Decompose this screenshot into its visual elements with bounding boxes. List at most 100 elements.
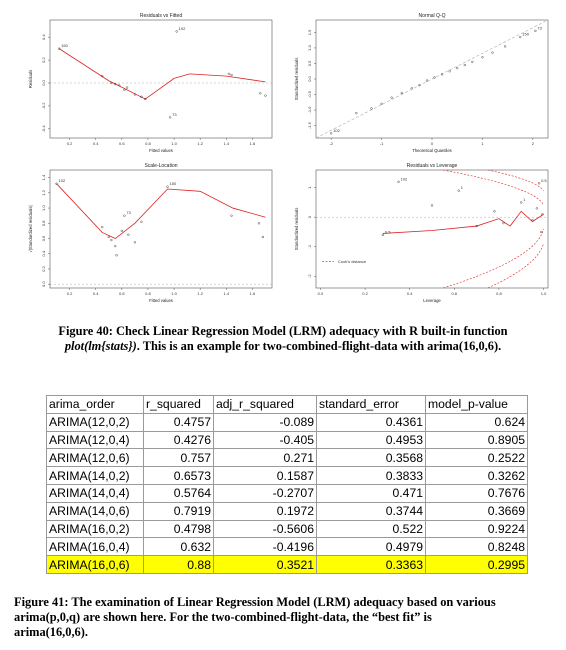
data-point bbox=[355, 112, 358, 115]
x-tick-label: 0.6 bbox=[119, 291, 125, 296]
table-cell: 0.2995 bbox=[425, 555, 528, 574]
table-cell: 0.3363 bbox=[316, 555, 426, 574]
data-point bbox=[133, 93, 136, 96]
x-axis-label: Theoretical Quantiles bbox=[412, 148, 452, 153]
data-point bbox=[330, 132, 333, 135]
plot-title: Normal Q-Q bbox=[419, 13, 446, 19]
x-tick-label: 0.6 bbox=[119, 141, 125, 146]
data-point bbox=[101, 75, 104, 78]
y-axis-label: Standardized residuals bbox=[294, 58, 299, 101]
data-point bbox=[475, 224, 478, 228]
plot-frame bbox=[49, 169, 273, 289]
x-tick-label: 1.4 bbox=[224, 141, 230, 146]
y-tick-label: 0 bbox=[307, 215, 312, 218]
smooth-line bbox=[56, 183, 266, 239]
y-tick-label: -1 bbox=[307, 244, 312, 248]
table-cell: ARIMA(14,0,2) bbox=[46, 466, 144, 485]
data-point bbox=[456, 67, 459, 70]
smooth-line bbox=[382, 210, 544, 234]
data-point bbox=[114, 245, 117, 248]
table-cell: 0.3521 bbox=[213, 555, 317, 574]
data-point bbox=[418, 84, 421, 87]
table-cell: 0.1587 bbox=[213, 466, 317, 485]
y-tick-label: 0.4 bbox=[41, 250, 46, 256]
data-point bbox=[127, 233, 130, 236]
x-tick-label: 1.2 bbox=[197, 141, 203, 146]
table-row-best-fit: ARIMA(16,0,6) 0.88 0.3521 0.3363 0.2995 bbox=[46, 555, 528, 574]
table-cell: 0.3262 bbox=[425, 466, 528, 485]
figure-41-caption-line3: arima(16,0,6). bbox=[14, 625, 88, 639]
point-label: 1 bbox=[523, 197, 526, 202]
table-cell: 0.3568 bbox=[316, 448, 426, 468]
point-label: 150 bbox=[522, 32, 529, 37]
data-point bbox=[169, 116, 172, 119]
table-cell: 0.5764 bbox=[143, 483, 214, 503]
table-cell: 0.3669 bbox=[425, 501, 528, 521]
cooks-distance-curve bbox=[487, 169, 544, 191]
x-tick-label: 0.4 bbox=[93, 291, 99, 296]
figure-40-caption: Figure 40: Check Linear Regression Model… bbox=[0, 324, 566, 354]
y-tick-label: 0.0 bbox=[41, 281, 46, 287]
table-row: ARIMA(12,0,6) 0.757 0.271 0.3568 0.2522 bbox=[46, 448, 528, 468]
x-tick-label: 0.8 bbox=[496, 291, 502, 296]
data-point bbox=[259, 92, 262, 95]
figure-40-caption-tail: . This is an example for two-combined-fl… bbox=[136, 339, 502, 353]
column-header: standard_error bbox=[316, 395, 426, 414]
y-tick-label: 0.5 bbox=[307, 60, 312, 66]
figure-41-caption: Figure 41: The examination of Linear Reg… bbox=[14, 595, 562, 640]
table-cell: 0.3833 bbox=[316, 466, 426, 485]
point-label: 73 bbox=[172, 112, 177, 117]
data-point bbox=[227, 72, 231, 75]
data-point bbox=[114, 83, 117, 86]
y-tick-label: 1 bbox=[307, 186, 312, 189]
y-tick-label: -2 bbox=[307, 274, 312, 278]
plot-scale-location: Scale-Location Fitted values √|Standardize… bbox=[10, 158, 282, 303]
column-header: adj_r_squared bbox=[213, 395, 317, 414]
y-tick-label: -1.5 bbox=[307, 121, 312, 129]
point-label: 150 bbox=[61, 43, 68, 48]
plot-svg: Normal Q-Q Theoretical Quantiles Standardi… bbox=[294, 13, 549, 153]
data-point bbox=[381, 233, 385, 236]
table-cell: ARIMA(16,0,6) bbox=[46, 555, 144, 574]
table-cell: 0.88 bbox=[143, 555, 214, 574]
cooks-distance-curve bbox=[487, 243, 544, 289]
table-cell: 0.8905 bbox=[425, 430, 528, 450]
data-point bbox=[440, 73, 444, 76]
table-cell: 0.7919 bbox=[143, 501, 214, 521]
y-tick-label: 1.4 bbox=[41, 174, 46, 180]
x-tick-label: 0.8 bbox=[145, 141, 151, 146]
data-point bbox=[519, 35, 522, 39]
figure-41-caption-line1: Figure 41: The examination of Linear Reg… bbox=[14, 595, 496, 609]
table-cell: 0.3744 bbox=[316, 501, 426, 521]
data-point bbox=[166, 185, 169, 188]
y-tick-label: -0.2 bbox=[41, 102, 46, 110]
y-axis-label: Standardized residuals bbox=[294, 208, 299, 251]
table-cell: 0.471 bbox=[316, 483, 426, 503]
data-point bbox=[380, 102, 383, 105]
qq-reference-line bbox=[315, 19, 549, 139]
column-header: arima_order bbox=[46, 395, 144, 414]
table-row: ARIMA(14,0,2) 0.6573 0.1587 0.3833 0.3262 bbox=[46, 466, 528, 485]
plot-svg: Residuals vs Fitted Fitted values Residual… bbox=[28, 13, 273, 153]
table-row: ARIMA(12,0,4) 0.4276 -0.405 0.4953 0.8905 bbox=[46, 430, 528, 450]
column-header: model_p-value bbox=[425, 395, 528, 414]
point-label: 102 bbox=[179, 26, 186, 31]
x-tick-label: 1.6 bbox=[250, 141, 256, 146]
table-cell: ARIMA(12,0,4) bbox=[46, 430, 144, 450]
x-tick-label: 0.2 bbox=[362, 291, 368, 296]
y-tick-label: 0.2 bbox=[41, 57, 46, 63]
y-axis-label: Residuals bbox=[28, 70, 33, 88]
plot-title: Scale-Location bbox=[144, 163, 177, 169]
y-tick-label: 0.0 bbox=[41, 79, 46, 85]
data-point bbox=[491, 51, 494, 54]
data-point bbox=[144, 97, 147, 101]
x-tick-label: 0.6 bbox=[452, 291, 458, 296]
plot-residuals-vs-fitted: Residuals vs Fitted Fitted values Residual… bbox=[10, 8, 282, 153]
data-point bbox=[531, 219, 534, 222]
table-cell: ARIMA(16,0,2) bbox=[46, 519, 144, 539]
cooks-distance-curve bbox=[443, 169, 544, 206]
data-point bbox=[425, 79, 429, 82]
table-cell: 0.271 bbox=[213, 448, 317, 468]
x-axis-label: Fitted values bbox=[149, 148, 173, 153]
plot-title: Residuals vs Fitted bbox=[140, 13, 182, 19]
